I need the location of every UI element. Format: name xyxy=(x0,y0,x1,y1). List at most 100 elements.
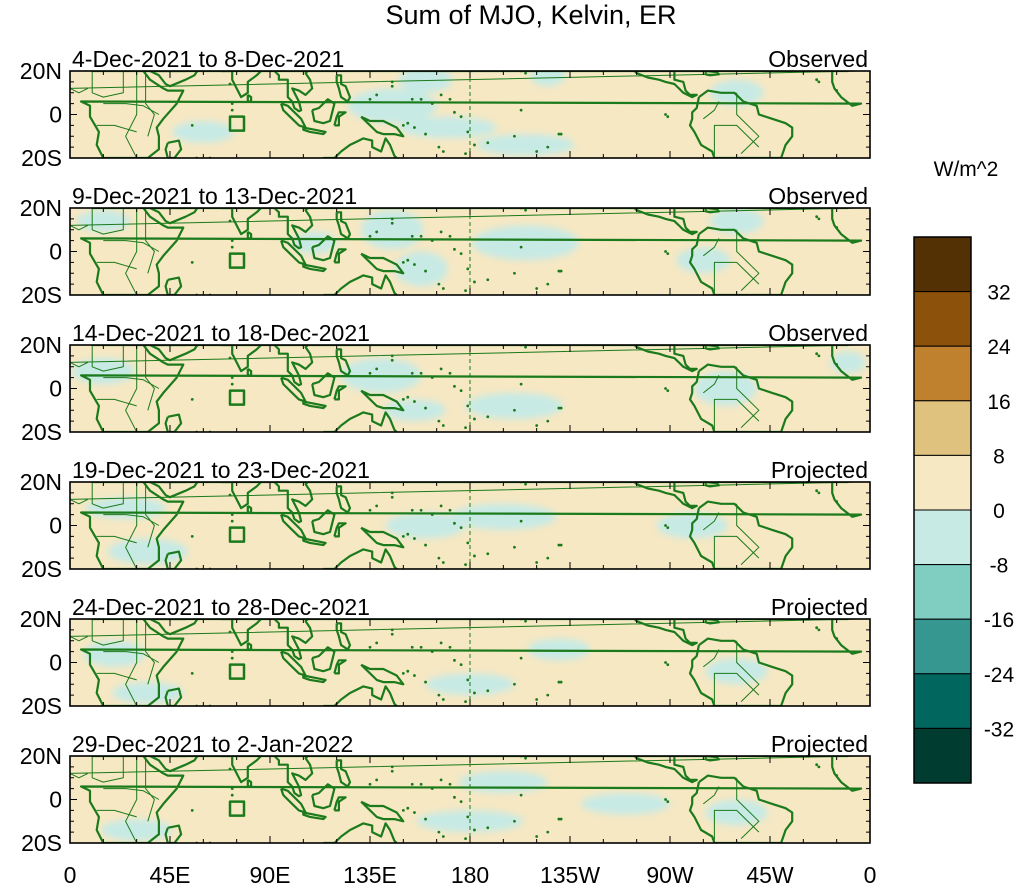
country-border xyxy=(70,208,859,231)
anomaly-contour xyxy=(758,353,804,380)
island xyxy=(486,278,490,282)
coastline-srilanka xyxy=(246,641,253,651)
island xyxy=(228,82,232,86)
anomaly-contour xyxy=(530,71,566,87)
island xyxy=(190,671,194,675)
x-tick-label: 45W xyxy=(746,862,794,888)
panel-period-label: 24-Dec-2021 to 28-Dec-2021 xyxy=(72,594,370,620)
country-border xyxy=(145,345,155,411)
island xyxy=(230,650,234,654)
country-border xyxy=(702,649,720,668)
box-outline xyxy=(228,389,246,406)
island xyxy=(401,671,405,675)
island xyxy=(390,84,394,88)
island xyxy=(664,661,667,664)
coastline-sulawesi xyxy=(333,659,347,675)
colorbar-unit-label: W/m^2 xyxy=(934,158,999,181)
coastline-australia xyxy=(323,274,398,295)
island xyxy=(480,433,483,436)
anomaly-contour xyxy=(581,792,670,815)
island xyxy=(413,126,416,129)
anomaly-contour xyxy=(394,251,448,287)
island xyxy=(437,556,441,560)
country-border xyxy=(91,345,124,372)
island xyxy=(424,680,427,684)
island xyxy=(466,541,470,545)
colorbar: 32 24 16 8 0 -8 -16 -24 -32 W/m^2 xyxy=(913,158,1014,784)
x-tick-label: 135W xyxy=(540,862,600,888)
country-border xyxy=(702,512,720,531)
country-border xyxy=(96,809,137,818)
island xyxy=(419,371,423,375)
panel-status-label: Observed xyxy=(768,46,868,72)
island xyxy=(815,763,819,767)
anomaly-contour xyxy=(710,79,764,106)
island xyxy=(557,269,561,273)
country-border xyxy=(96,261,137,270)
country-border xyxy=(96,124,137,133)
island xyxy=(466,267,470,271)
colorbar-swatch xyxy=(913,291,972,347)
island xyxy=(410,508,414,512)
anomaly-contour xyxy=(258,653,348,680)
coastline-africa xyxy=(79,208,863,295)
country-border xyxy=(125,756,138,843)
country-border xyxy=(96,535,137,544)
coastline-africa xyxy=(79,71,863,158)
island xyxy=(375,230,379,234)
island xyxy=(559,817,563,821)
island xyxy=(513,134,516,138)
y-tick-label: 20N xyxy=(20,332,62,358)
island xyxy=(817,628,821,632)
island xyxy=(453,110,456,114)
colorbar-swatch xyxy=(913,454,972,511)
island xyxy=(535,424,539,427)
coastline-borneo xyxy=(311,509,336,536)
coastlines xyxy=(70,345,863,436)
island xyxy=(466,815,470,819)
coastline-cuba xyxy=(697,756,705,758)
island xyxy=(368,645,372,649)
y-tick-label: 20N xyxy=(20,469,62,495)
country-border xyxy=(736,92,760,154)
anomaly-contour xyxy=(598,214,653,237)
island xyxy=(430,102,434,106)
anomaly-contour xyxy=(710,208,764,235)
country-border xyxy=(91,619,124,646)
panel-ticks xyxy=(69,70,871,159)
country-border xyxy=(713,809,760,843)
island xyxy=(524,208,527,212)
anomaly-contour xyxy=(705,799,768,826)
island xyxy=(419,234,423,238)
island xyxy=(390,632,394,636)
y-tick-label: 20S xyxy=(21,145,62,171)
island xyxy=(410,782,414,786)
coastline-cuba xyxy=(697,208,705,210)
country-border xyxy=(70,482,859,505)
island xyxy=(190,260,194,264)
island xyxy=(664,113,667,116)
anomaly-contour xyxy=(172,121,235,143)
island xyxy=(815,489,819,493)
island xyxy=(406,669,410,673)
anomaly-contour xyxy=(594,355,657,387)
coastline-sumatra xyxy=(280,787,307,814)
island xyxy=(448,508,452,512)
coastline-newguinea xyxy=(360,252,405,275)
island xyxy=(368,234,372,238)
island xyxy=(559,543,563,547)
island xyxy=(535,287,539,290)
y-tick-label: 20N xyxy=(20,58,62,84)
y-tick-label: 0 xyxy=(49,513,62,539)
island xyxy=(424,132,427,136)
island xyxy=(406,806,410,810)
island xyxy=(513,271,516,275)
island xyxy=(439,504,443,508)
coastline-sulawesi xyxy=(333,248,347,264)
island xyxy=(557,817,561,821)
country-border xyxy=(702,786,720,805)
island xyxy=(835,363,839,366)
colorbar-swatch xyxy=(913,564,972,620)
coastline-sulawesi xyxy=(333,522,347,538)
